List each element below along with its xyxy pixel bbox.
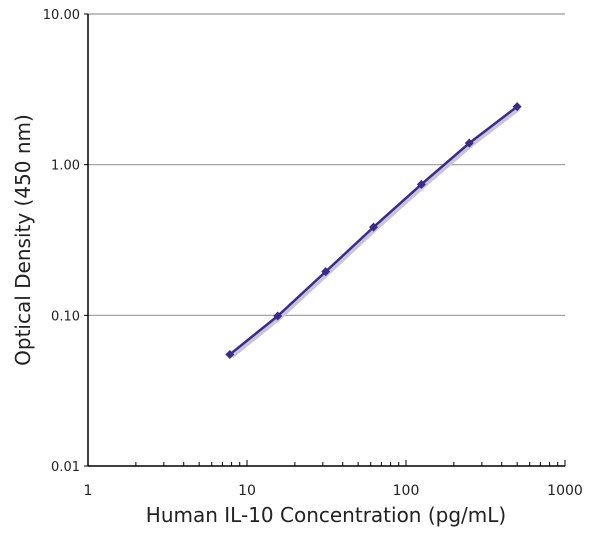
data-point (512, 102, 522, 112)
data-point (369, 222, 379, 232)
data-point (321, 267, 331, 277)
y-tick-label: 0.10 (51, 309, 80, 324)
x-tick-label: 1000 (547, 483, 583, 499)
x-axis-label: Human IL-10 Concentration (pg/mL) (146, 503, 506, 527)
x-tick-label: 100 (393, 483, 420, 499)
data-point (273, 311, 283, 321)
x-tick-label: 1 (84, 483, 93, 499)
data-point (416, 179, 426, 189)
x-tick-label: 10 (238, 483, 256, 499)
y-axis-label: Optical Density (450 nm) (11, 114, 35, 366)
data-point (225, 349, 235, 359)
data-point (464, 138, 474, 148)
y-tick-label: 0.01 (51, 460, 80, 475)
y-tick-label: 1.00 (51, 159, 80, 174)
y-tick-label: 10.00 (43, 8, 80, 23)
